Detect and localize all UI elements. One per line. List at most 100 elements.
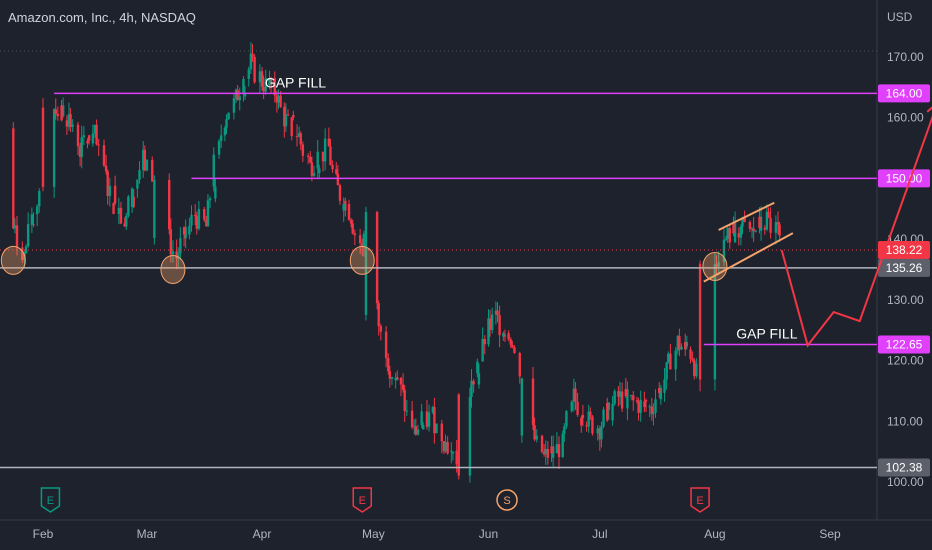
candle-body — [733, 223, 737, 243]
candle-body — [195, 216, 199, 229]
candle-body — [396, 377, 399, 381]
candle-body — [490, 314, 494, 330]
candle-body — [41, 107, 45, 187]
candle-body — [290, 117, 293, 137]
candle-body — [71, 124, 74, 127]
candle-body — [338, 185, 342, 201]
candle-body — [496, 310, 499, 316]
candle-body — [258, 71, 262, 83]
candle-body — [676, 336, 679, 351]
candle-body — [312, 173, 316, 176]
candle-body — [38, 191, 41, 207]
candle-body — [142, 149, 145, 171]
candle-body — [388, 371, 392, 379]
candle-body — [763, 227, 766, 230]
candle-body — [433, 406, 436, 434]
event-marker-symbol: S — [503, 495, 510, 507]
candle-body — [410, 410, 414, 428]
candle-body — [253, 56, 256, 83]
candle-body — [752, 228, 755, 232]
candle-body — [435, 423, 438, 434]
candle-body — [611, 403, 614, 421]
candle-body — [268, 78, 271, 86]
candle-body — [602, 409, 605, 427]
candle-body — [273, 78, 276, 96]
candle-body — [680, 346, 683, 350]
x-tick-label: Sep — [819, 527, 841, 541]
candle-body — [184, 227, 187, 239]
candle-body — [776, 222, 780, 225]
candle-body — [379, 326, 383, 332]
candle-body — [32, 224, 35, 226]
candle-body — [732, 223, 735, 234]
candle-body — [69, 114, 72, 127]
candle-body — [572, 388, 576, 402]
candle-body — [358, 235, 362, 244]
candle-body — [78, 146, 82, 158]
candle-body — [331, 164, 334, 170]
candle-body — [30, 214, 34, 225]
candle-body — [262, 86, 265, 92]
candle-body — [390, 377, 394, 379]
candle-body — [86, 140, 89, 144]
candle-body — [600, 426, 603, 440]
y-tick-label: 100.00 — [887, 475, 924, 489]
candle-body — [52, 109, 56, 187]
x-tick-label: Aug — [704, 527, 725, 541]
candle-body — [182, 227, 186, 235]
candle-body — [637, 401, 640, 413]
y-tick-label: 110.00 — [887, 414, 923, 428]
candle-body — [765, 211, 769, 230]
candle-body — [97, 144, 100, 146]
candle-body — [698, 263, 702, 380]
candle-body — [301, 144, 305, 156]
candle-body — [413, 426, 416, 428]
candle-body — [336, 173, 340, 186]
candle-body — [591, 416, 594, 434]
candle-body — [518, 352, 521, 377]
candle-body — [351, 223, 354, 234]
candle-body — [316, 151, 319, 169]
support-touch-circle — [349, 245, 375, 275]
candle-body — [470, 380, 473, 397]
candle-body — [295, 136, 299, 138]
candle-body — [440, 423, 444, 442]
candle-body — [214, 186, 217, 199]
candle-body — [171, 251, 175, 255]
candle-body — [617, 391, 620, 397]
candle-body — [197, 209, 201, 229]
candle-body — [112, 203, 115, 214]
candle-body — [414, 426, 418, 435]
candle-body — [665, 362, 668, 380]
x-tick-label: May — [362, 527, 385, 541]
candle-body — [284, 114, 288, 127]
y-tick-label: 170.00 — [887, 50, 924, 64]
candle-body — [344, 200, 347, 211]
candle-body — [260, 71, 264, 87]
candle-body — [457, 394, 460, 476]
candle-body — [658, 387, 661, 393]
candle-body — [242, 78, 245, 93]
level-tag-bg — [878, 240, 930, 259]
candle-body — [87, 135, 91, 141]
candle-body — [620, 391, 624, 409]
candle-body — [283, 106, 286, 127]
candle-body — [695, 363, 698, 377]
candle-body — [581, 414, 585, 419]
candle-body — [483, 339, 486, 345]
candle-body — [618, 391, 622, 397]
candle-body — [533, 425, 536, 440]
candle-body — [551, 446, 555, 458]
candle-body — [767, 211, 770, 218]
candle-body — [542, 452, 546, 455]
candle-body — [236, 89, 239, 101]
candle-body — [76, 124, 80, 147]
event-marker-shape — [496, 489, 518, 511]
projection-path — [780, 115, 932, 348]
candle-body — [194, 214, 197, 217]
candle-body — [722, 239, 726, 262]
candle-body — [576, 401, 579, 415]
candle-body — [503, 335, 507, 337]
candle-body — [741, 217, 744, 227]
